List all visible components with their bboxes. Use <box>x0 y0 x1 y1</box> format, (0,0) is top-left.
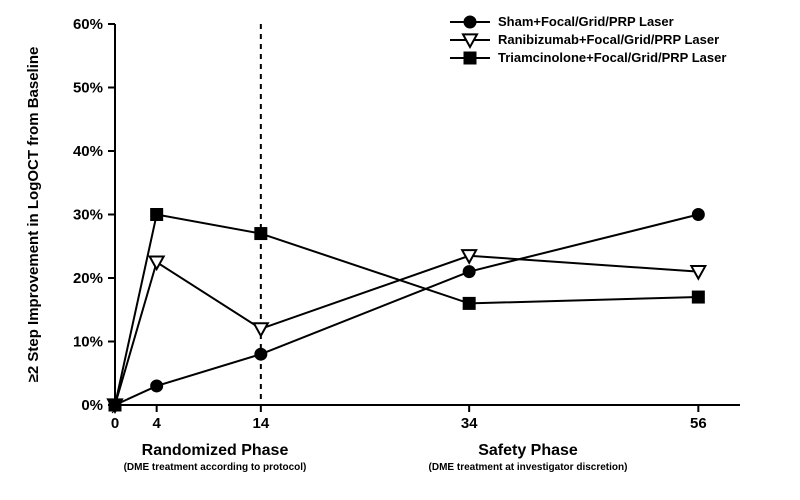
y-tick-label: 30% <box>73 207 103 224</box>
phase-sub-left: (DME treatment according to protocol) <box>124 462 307 473</box>
phase-title-right: Safety Phase <box>478 442 578 459</box>
x-tick-label: 4 <box>152 415 161 432</box>
chart-bg <box>0 0 800 500</box>
y-tick-label: 60% <box>73 16 103 33</box>
series-marker-triam <box>109 399 121 411</box>
x-tick-label: 56 <box>690 415 707 432</box>
series-marker-triam <box>463 297 475 309</box>
legend-label: Ranibizumab+Focal/Grid/PRP Laser <box>498 32 719 47</box>
legend-label: Sham+Focal/Grid/PRP Laser <box>498 14 674 29</box>
line-chart: 0% 10% 20% 30% 40% 50% 60% 0 4 14 34 56 ≥2 Step Impr… <box>0 0 800 500</box>
y-tick-label: 10% <box>73 334 103 351</box>
y-axis-label: ≥2 Step Improvement in LogOCT from Basel… <box>25 47 42 383</box>
series-marker-triam <box>692 291 704 303</box>
legend-label: Triamcinolone+Focal/Grid/PRP Laser <box>498 50 726 65</box>
legend-marker <box>464 16 476 28</box>
series-marker-sham <box>463 266 475 278</box>
x-tick-label: 34 <box>461 415 478 432</box>
y-tick-label: 40% <box>73 143 103 160</box>
phase-sub-right: (DME treatment at investigator discretio… <box>429 462 628 473</box>
series-marker-sham <box>151 380 163 392</box>
series-marker-triam <box>151 209 163 221</box>
y-tick-label: 50% <box>73 80 103 97</box>
legend-marker <box>464 52 476 64</box>
y-tick-label: 20% <box>73 270 103 287</box>
series-marker-sham <box>692 209 704 221</box>
x-tick-label: 0 <box>111 415 119 432</box>
y-tick-label: 0% <box>81 397 103 414</box>
phase-title-left: Randomized Phase <box>142 442 289 459</box>
series-marker-triam <box>255 228 267 240</box>
x-tick-label: 14 <box>252 415 269 432</box>
series-marker-sham <box>255 348 267 360</box>
